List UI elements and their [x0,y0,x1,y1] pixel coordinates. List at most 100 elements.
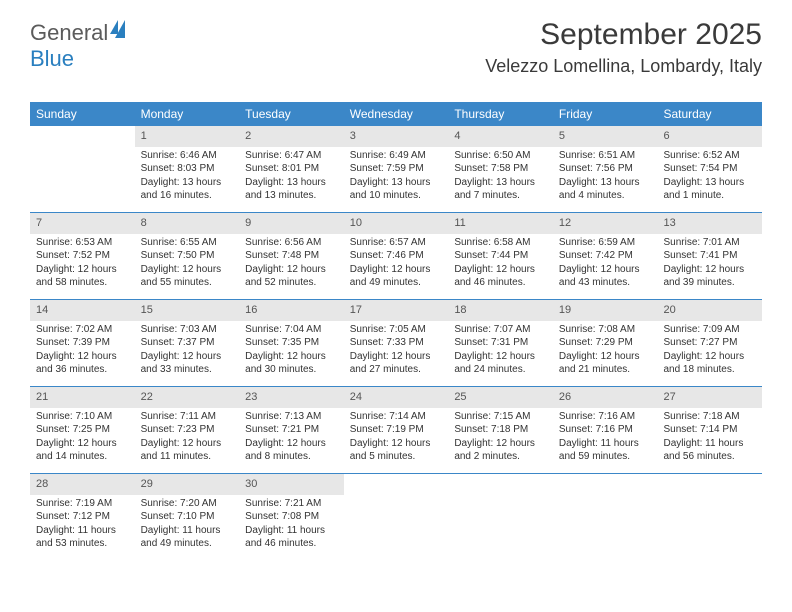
day-number: 21 [30,387,135,408]
sunrise-text: Sunrise: 7:08 AM [559,323,652,337]
calendar-week: 28Sunrise: 7:19 AMSunset: 7:12 PMDayligh… [30,473,762,560]
daylight-text: Daylight: 12 hours and 30 minutes. [245,350,338,377]
sunrise-text: Sunrise: 7:19 AM [36,497,129,511]
sunset-text: Sunset: 7:42 PM [559,249,652,263]
sunset-text: Sunset: 7:18 PM [454,423,547,437]
day-info: Sunrise: 6:50 AMSunset: 7:58 PMDaylight:… [448,147,553,209]
calendar-cell: 2Sunrise: 6:47 AMSunset: 8:01 PMDaylight… [239,126,344,212]
daylight-text: Daylight: 12 hours and 43 minutes. [559,263,652,290]
day-info: Sunrise: 6:49 AMSunset: 7:59 PMDaylight:… [344,147,449,209]
daylight-text: Daylight: 12 hours and 49 minutes. [350,263,443,290]
sunset-text: Sunset: 7:54 PM [663,162,756,176]
day-number: 5 [553,126,658,147]
calendar-cell: 26Sunrise: 7:16 AMSunset: 7:16 PMDayligh… [553,387,658,473]
calendar-cell: 12Sunrise: 6:59 AMSunset: 7:42 PMDayligh… [553,213,658,299]
day-number: 9 [239,213,344,234]
calendar-cell: 14Sunrise: 7:02 AMSunset: 7:39 PMDayligh… [30,300,135,386]
calendar-cell: 18Sunrise: 7:07 AMSunset: 7:31 PMDayligh… [448,300,553,386]
day-info: Sunrise: 6:52 AMSunset: 7:54 PMDaylight:… [657,147,762,209]
sunset-text: Sunset: 7:56 PM [559,162,652,176]
day-number: 24 [344,387,449,408]
page-title: September 2025 [485,18,762,52]
day-info: Sunrise: 7:13 AMSunset: 7:21 PMDaylight:… [239,408,344,470]
sunset-text: Sunset: 7:29 PM [559,336,652,350]
sunrise-text: Sunrise: 7:14 AM [350,410,443,424]
sunrise-text: Sunrise: 7:02 AM [36,323,129,337]
daylight-text: Daylight: 12 hours and 18 minutes. [663,350,756,377]
daylight-text: Daylight: 13 hours and 4 minutes. [559,176,652,203]
day-info: Sunrise: 7:04 AMSunset: 7:35 PMDaylight:… [239,321,344,383]
day-header: Monday [135,102,240,126]
sunset-text: Sunset: 7:25 PM [36,423,129,437]
daylight-text: Daylight: 12 hours and 33 minutes. [141,350,234,377]
day-info: Sunrise: 7:03 AMSunset: 7:37 PMDaylight:… [135,321,240,383]
sunrise-text: Sunrise: 7:10 AM [36,410,129,424]
day-info: Sunrise: 6:46 AMSunset: 8:03 PMDaylight:… [135,147,240,209]
sunset-text: Sunset: 7:08 PM [245,510,338,524]
calendar-cell: 25Sunrise: 7:15 AMSunset: 7:18 PMDayligh… [448,387,553,473]
calendar-cell: . [448,474,553,560]
daylight-text: Daylight: 12 hours and 14 minutes. [36,437,129,464]
sunrise-text: Sunrise: 7:05 AM [350,323,443,337]
calendar-cell: 6Sunrise: 6:52 AMSunset: 7:54 PMDaylight… [657,126,762,212]
logo-triangle-icon [115,20,125,38]
sunrise-text: Sunrise: 7:11 AM [141,410,234,424]
day-number: 18 [448,300,553,321]
calendar: Sunday Monday Tuesday Wednesday Thursday… [30,102,762,560]
sunrise-text: Sunrise: 6:59 AM [559,236,652,250]
brand-part2: Blue [30,46,74,71]
day-number: 16 [239,300,344,321]
sunset-text: Sunset: 7:39 PM [36,336,129,350]
sunset-text: Sunset: 7:14 PM [663,423,756,437]
calendar-cell: 8Sunrise: 6:55 AMSunset: 7:50 PMDaylight… [135,213,240,299]
daylight-text: Daylight: 13 hours and 13 minutes. [245,176,338,203]
day-header: Wednesday [344,102,449,126]
day-number: 28 [30,474,135,495]
daylight-text: Daylight: 12 hours and 55 minutes. [141,263,234,290]
daylight-text: Daylight: 12 hours and 52 minutes. [245,263,338,290]
day-info: Sunrise: 7:11 AMSunset: 7:23 PMDaylight:… [135,408,240,470]
calendar-cell: . [553,474,658,560]
sunset-text: Sunset: 7:10 PM [141,510,234,524]
daylight-text: Daylight: 12 hours and 24 minutes. [454,350,547,377]
day-info: Sunrise: 7:15 AMSunset: 7:18 PMDaylight:… [448,408,553,470]
day-info: Sunrise: 7:19 AMSunset: 7:12 PMDaylight:… [30,495,135,557]
day-number: 22 [135,387,240,408]
sunset-text: Sunset: 7:58 PM [454,162,547,176]
day-info: Sunrise: 7:07 AMSunset: 7:31 PMDaylight:… [448,321,553,383]
day-number: 2 [239,126,344,147]
daylight-text: Daylight: 12 hours and 46 minutes. [454,263,547,290]
calendar-week: 14Sunrise: 7:02 AMSunset: 7:39 PMDayligh… [30,299,762,386]
calendar-cell: 29Sunrise: 7:20 AMSunset: 7:10 PMDayligh… [135,474,240,560]
sunrise-text: Sunrise: 6:53 AM [36,236,129,250]
sunset-text: Sunset: 7:16 PM [559,423,652,437]
sunrise-text: Sunrise: 7:13 AM [245,410,338,424]
day-header: Friday [553,102,658,126]
calendar-cell: 30Sunrise: 7:21 AMSunset: 7:08 PMDayligh… [239,474,344,560]
calendar-cell: 27Sunrise: 7:18 AMSunset: 7:14 PMDayligh… [657,387,762,473]
sunrise-text: Sunrise: 6:50 AM [454,149,547,163]
calendar-cell: 1Sunrise: 6:46 AMSunset: 8:03 PMDaylight… [135,126,240,212]
day-info: Sunrise: 7:02 AMSunset: 7:39 PMDaylight:… [30,321,135,383]
sunset-text: Sunset: 7:44 PM [454,249,547,263]
sunset-text: Sunset: 8:01 PM [245,162,338,176]
brand-logo: General Blue [30,20,125,72]
day-number: 17 [344,300,449,321]
day-info: Sunrise: 6:51 AMSunset: 7:56 PMDaylight:… [553,147,658,209]
day-info: Sunrise: 7:10 AMSunset: 7:25 PMDaylight:… [30,408,135,470]
day-number: 6 [657,126,762,147]
daylight-text: Daylight: 11 hours and 56 minutes. [663,437,756,464]
daylight-text: Daylight: 13 hours and 7 minutes. [454,176,547,203]
sunrise-text: Sunrise: 7:16 AM [559,410,652,424]
sunrise-text: Sunrise: 6:58 AM [454,236,547,250]
calendar-cell: . [30,126,135,212]
day-header: Tuesday [239,102,344,126]
day-header: Saturday [657,102,762,126]
calendar-cell: 5Sunrise: 6:51 AMSunset: 7:56 PMDaylight… [553,126,658,212]
calendar-cell: 4Sunrise: 6:50 AMSunset: 7:58 PMDaylight… [448,126,553,212]
day-info: Sunrise: 6:56 AMSunset: 7:48 PMDaylight:… [239,234,344,296]
daylight-text: Daylight: 12 hours and 11 minutes. [141,437,234,464]
day-number: 29 [135,474,240,495]
day-header: Sunday [30,102,135,126]
day-number: 7 [30,213,135,234]
